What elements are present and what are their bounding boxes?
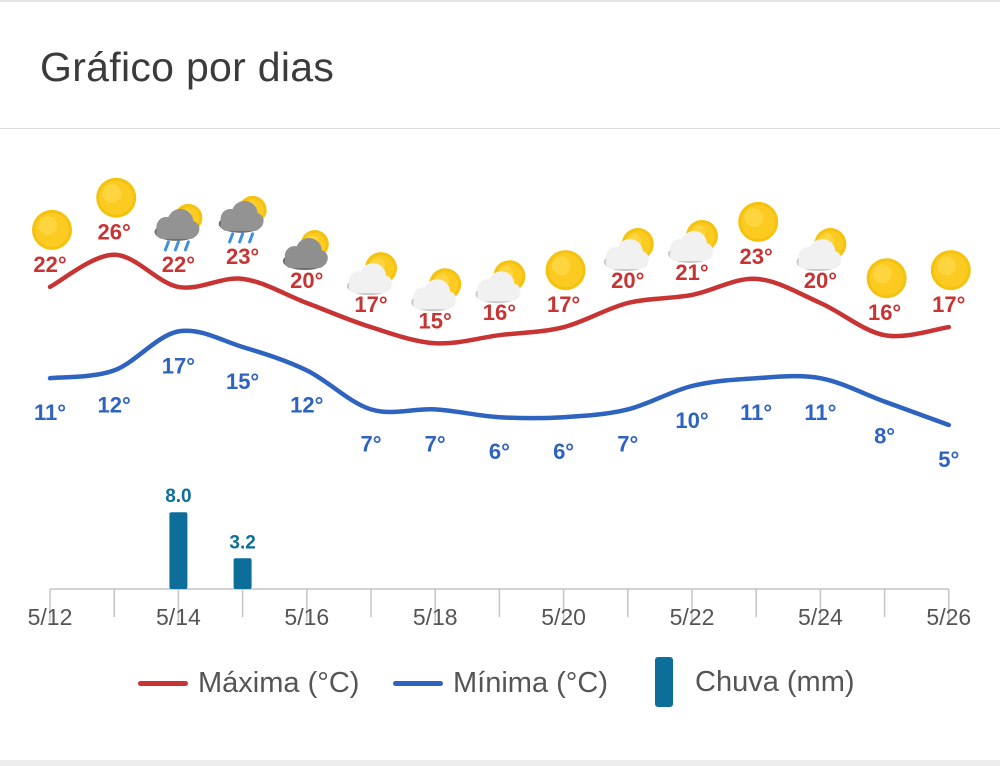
max-temp-label: 17° bbox=[932, 292, 965, 317]
max-temp-line bbox=[47, 252, 952, 346]
max-temp-label: 16° bbox=[483, 300, 516, 325]
rain-bar bbox=[169, 512, 188, 589]
partly-cloudy-icon bbox=[603, 228, 654, 271]
min-temp-label: 5° bbox=[938, 447, 959, 472]
legend-swatch-rain bbox=[655, 657, 673, 707]
min-temp-label: 11° bbox=[804, 400, 836, 425]
min-temp-label: 12° bbox=[290, 392, 323, 417]
max-temp-label: 17° bbox=[547, 292, 580, 317]
partly-cloudy-icon bbox=[347, 252, 397, 296]
partly-cloudy-icon bbox=[796, 228, 847, 271]
min-temp-label: 6° bbox=[489, 439, 510, 464]
min-temp-label: 11° bbox=[34, 400, 66, 425]
min-temp-label: 10° bbox=[675, 408, 708, 433]
card-header: Gráfico por dias bbox=[0, 2, 1000, 129]
legend-swatch-max bbox=[138, 680, 188, 686]
max-temp-label: 22° bbox=[162, 252, 195, 277]
min-temp-label: 15° bbox=[226, 369, 259, 394]
x-tick-label: 5/26 bbox=[926, 604, 971, 630]
max-temp-label: 16° bbox=[868, 300, 901, 325]
x-tick-label: 5/20 bbox=[541, 604, 586, 630]
sun-icon bbox=[545, 250, 586, 291]
rain-bar bbox=[233, 558, 252, 589]
partly-cloudy-icon bbox=[668, 219, 718, 263]
sun-icon bbox=[96, 177, 137, 218]
legend-swatch-min bbox=[393, 680, 443, 686]
page-title: Gráfico por dias bbox=[40, 44, 335, 90]
rain-data-label: 3.2 bbox=[229, 532, 255, 553]
max-temp-label: 20° bbox=[611, 268, 644, 293]
sun-icon bbox=[738, 201, 779, 242]
x-tick-label: 5/14 bbox=[156, 604, 201, 630]
legend-label-rain: Chuva (mm) bbox=[695, 665, 855, 698]
min-temp-label: 12° bbox=[98, 392, 131, 417]
min-temp-label: 7° bbox=[425, 431, 446, 456]
min-temp-label: 6° bbox=[553, 439, 574, 464]
x-tick-label: 5/22 bbox=[670, 604, 715, 630]
partly-cloudy-icon bbox=[475, 260, 526, 304]
sun-icon bbox=[866, 258, 907, 299]
max-temp-label: 22° bbox=[33, 252, 66, 277]
legend-item-max: Máxima (°C) bbox=[138, 665, 359, 701]
x-tick-label: 5/18 bbox=[413, 604, 458, 630]
max-temp-label: 20° bbox=[804, 268, 837, 293]
legend-item-min: Mínima (°C) bbox=[393, 665, 608, 701]
rain-data-label: 8.0 bbox=[165, 486, 191, 507]
min-temp-label: 8° bbox=[874, 424, 895, 449]
cloud-icon bbox=[282, 230, 329, 270]
max-temp-label: 17° bbox=[354, 292, 387, 317]
max-temp-label: 20° bbox=[290, 268, 323, 293]
rain-cloud-icon bbox=[218, 195, 267, 244]
x-tick-label: 5/16 bbox=[284, 604, 329, 630]
max-temp-label: 21° bbox=[675, 260, 708, 285]
max-temp-label: 23° bbox=[226, 244, 259, 269]
max-temp-label: 26° bbox=[98, 220, 131, 245]
min-temp-label: 7° bbox=[617, 431, 638, 456]
daily-chart: 5/12 5/14 5/16 5/18 5/20 5/22 5/24 5/26 8.0 3.2 22… bbox=[28, 177, 971, 630]
min-temp-label: 17° bbox=[162, 353, 195, 378]
min-temp-label: 7° bbox=[360, 431, 381, 456]
legend: Máxima (°C) Mínima (°C) Chuva (mm) bbox=[0, 657, 1000, 707]
sun-icon bbox=[930, 250, 971, 291]
sun-icon bbox=[32, 209, 72, 250]
min-temp-label: 11° bbox=[740, 400, 772, 425]
min-temp-line bbox=[47, 328, 952, 428]
x-tick-label: 5/12 bbox=[28, 604, 73, 630]
max-temp-label: 15° bbox=[419, 308, 452, 333]
x-tick-label: 5/24 bbox=[798, 604, 843, 630]
rain-cloud-icon bbox=[154, 203, 203, 252]
legend-label-min: Mínima (°C) bbox=[453, 666, 608, 699]
max-temp-label: 23° bbox=[740, 244, 773, 269]
legend-label-max: Máxima (°C) bbox=[198, 666, 360, 699]
legend-item-rain: Chuva (mm) bbox=[655, 657, 855, 707]
partly-cloudy-icon bbox=[411, 268, 462, 312]
